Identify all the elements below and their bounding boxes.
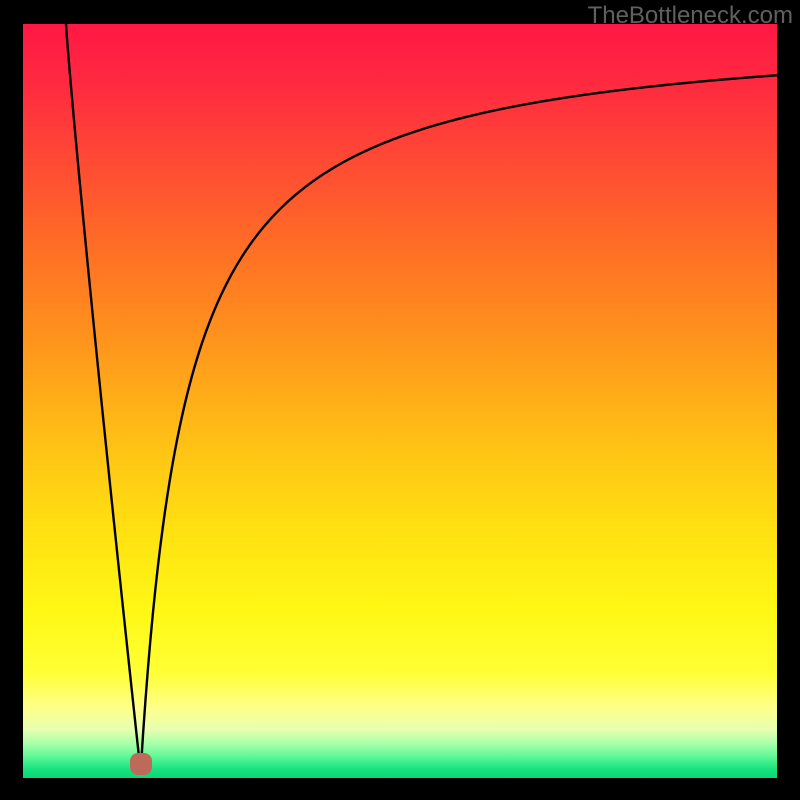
- bottleneck-curve: [66, 24, 777, 772]
- curve-svg: [23, 24, 777, 778]
- plot-area: [23, 24, 777, 778]
- attribution-text: TheBottleneck.com: [588, 2, 793, 30]
- optimal-point-marker: [130, 753, 152, 775]
- chart-root: TheBottleneck.com: [0, 0, 800, 800]
